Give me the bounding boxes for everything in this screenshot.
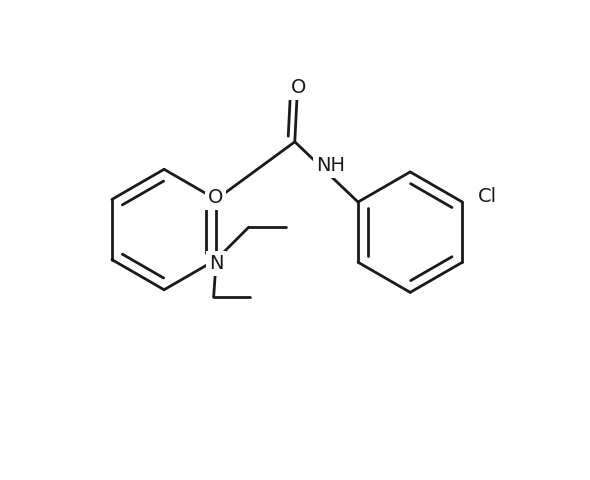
Text: Cl: Cl xyxy=(477,187,497,206)
Text: O: O xyxy=(208,188,223,207)
Text: N: N xyxy=(209,254,224,273)
Text: NH: NH xyxy=(316,156,345,175)
Text: O: O xyxy=(291,78,306,97)
